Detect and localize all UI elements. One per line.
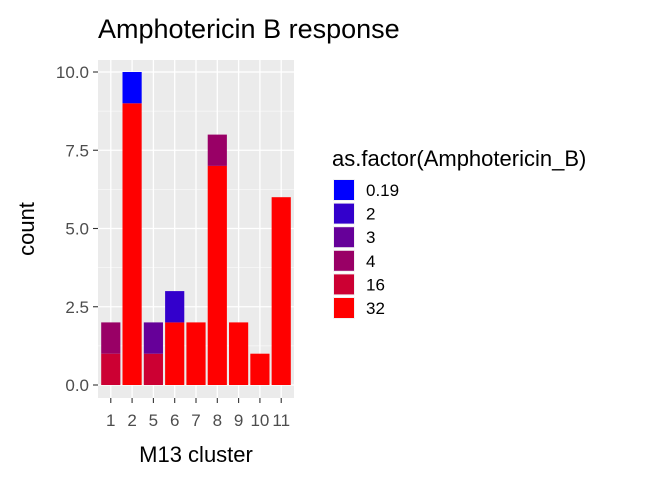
y-axis-label: count xyxy=(14,202,39,256)
bar-segment xyxy=(186,322,206,385)
bar-segment xyxy=(101,322,121,354)
bar-segment xyxy=(122,103,142,386)
legend-label: 3 xyxy=(366,228,375,247)
y-tick-label: 2.5 xyxy=(65,298,89,317)
bar-segment xyxy=(143,322,163,354)
x-axis-label: M13 cluster xyxy=(139,442,253,467)
y-tick-label: 7.5 xyxy=(65,141,89,160)
x-tick-label: 2 xyxy=(127,411,136,430)
legend-label: 4 xyxy=(366,252,375,271)
legend: as.factor(Amphotericin_B) 0.19 2 3 4 16 32 xyxy=(332,146,586,319)
legend-key xyxy=(334,298,354,318)
bar-segment xyxy=(165,291,185,323)
bar-segment xyxy=(143,353,163,385)
y-axis: 0.0 2.5 5.0 7.5 10.0 xyxy=(56,63,98,395)
x-tick-label: 6 xyxy=(170,411,179,430)
bars xyxy=(101,72,291,386)
legend-label: 0.19 xyxy=(366,181,399,200)
x-tick-label: 7 xyxy=(191,411,200,430)
legend-key xyxy=(334,227,354,248)
bar-segment xyxy=(250,353,270,385)
legend-key xyxy=(334,250,354,271)
legend-key xyxy=(334,180,354,200)
legend-key xyxy=(334,203,354,224)
legend-items: 0.19 2 3 4 16 32 xyxy=(333,179,399,319)
bar-segment xyxy=(165,322,185,385)
bar-segment xyxy=(271,197,291,385)
legend-label: 16 xyxy=(366,275,385,294)
x-tick-label: 8 xyxy=(213,411,222,430)
legend-label: 32 xyxy=(366,299,385,318)
x-tick-label: 9 xyxy=(234,411,243,430)
x-tick-label: 10 xyxy=(250,411,269,430)
chart-title: Amphotericin B response xyxy=(98,14,400,44)
y-tick-label: 5.0 xyxy=(65,220,89,239)
bar-segment xyxy=(207,165,227,385)
x-axis: 1 2 5 6 7 8 9 10 11 xyxy=(106,398,290,430)
legend-label: 2 xyxy=(366,205,375,224)
bar-segment xyxy=(101,353,121,385)
x-tick-label: 1 xyxy=(106,411,115,430)
y-tick-label: 10.0 xyxy=(56,63,89,82)
x-tick-label: 11 xyxy=(272,411,290,430)
bar-segment xyxy=(229,322,249,385)
y-tick-label: 0.0 xyxy=(65,376,89,395)
bar-segment xyxy=(122,72,142,104)
legend-title: as.factor(Amphotericin_B) xyxy=(332,146,586,171)
legend-key xyxy=(334,274,354,295)
x-tick-label: 5 xyxy=(149,411,158,430)
bar-segment xyxy=(207,134,227,166)
